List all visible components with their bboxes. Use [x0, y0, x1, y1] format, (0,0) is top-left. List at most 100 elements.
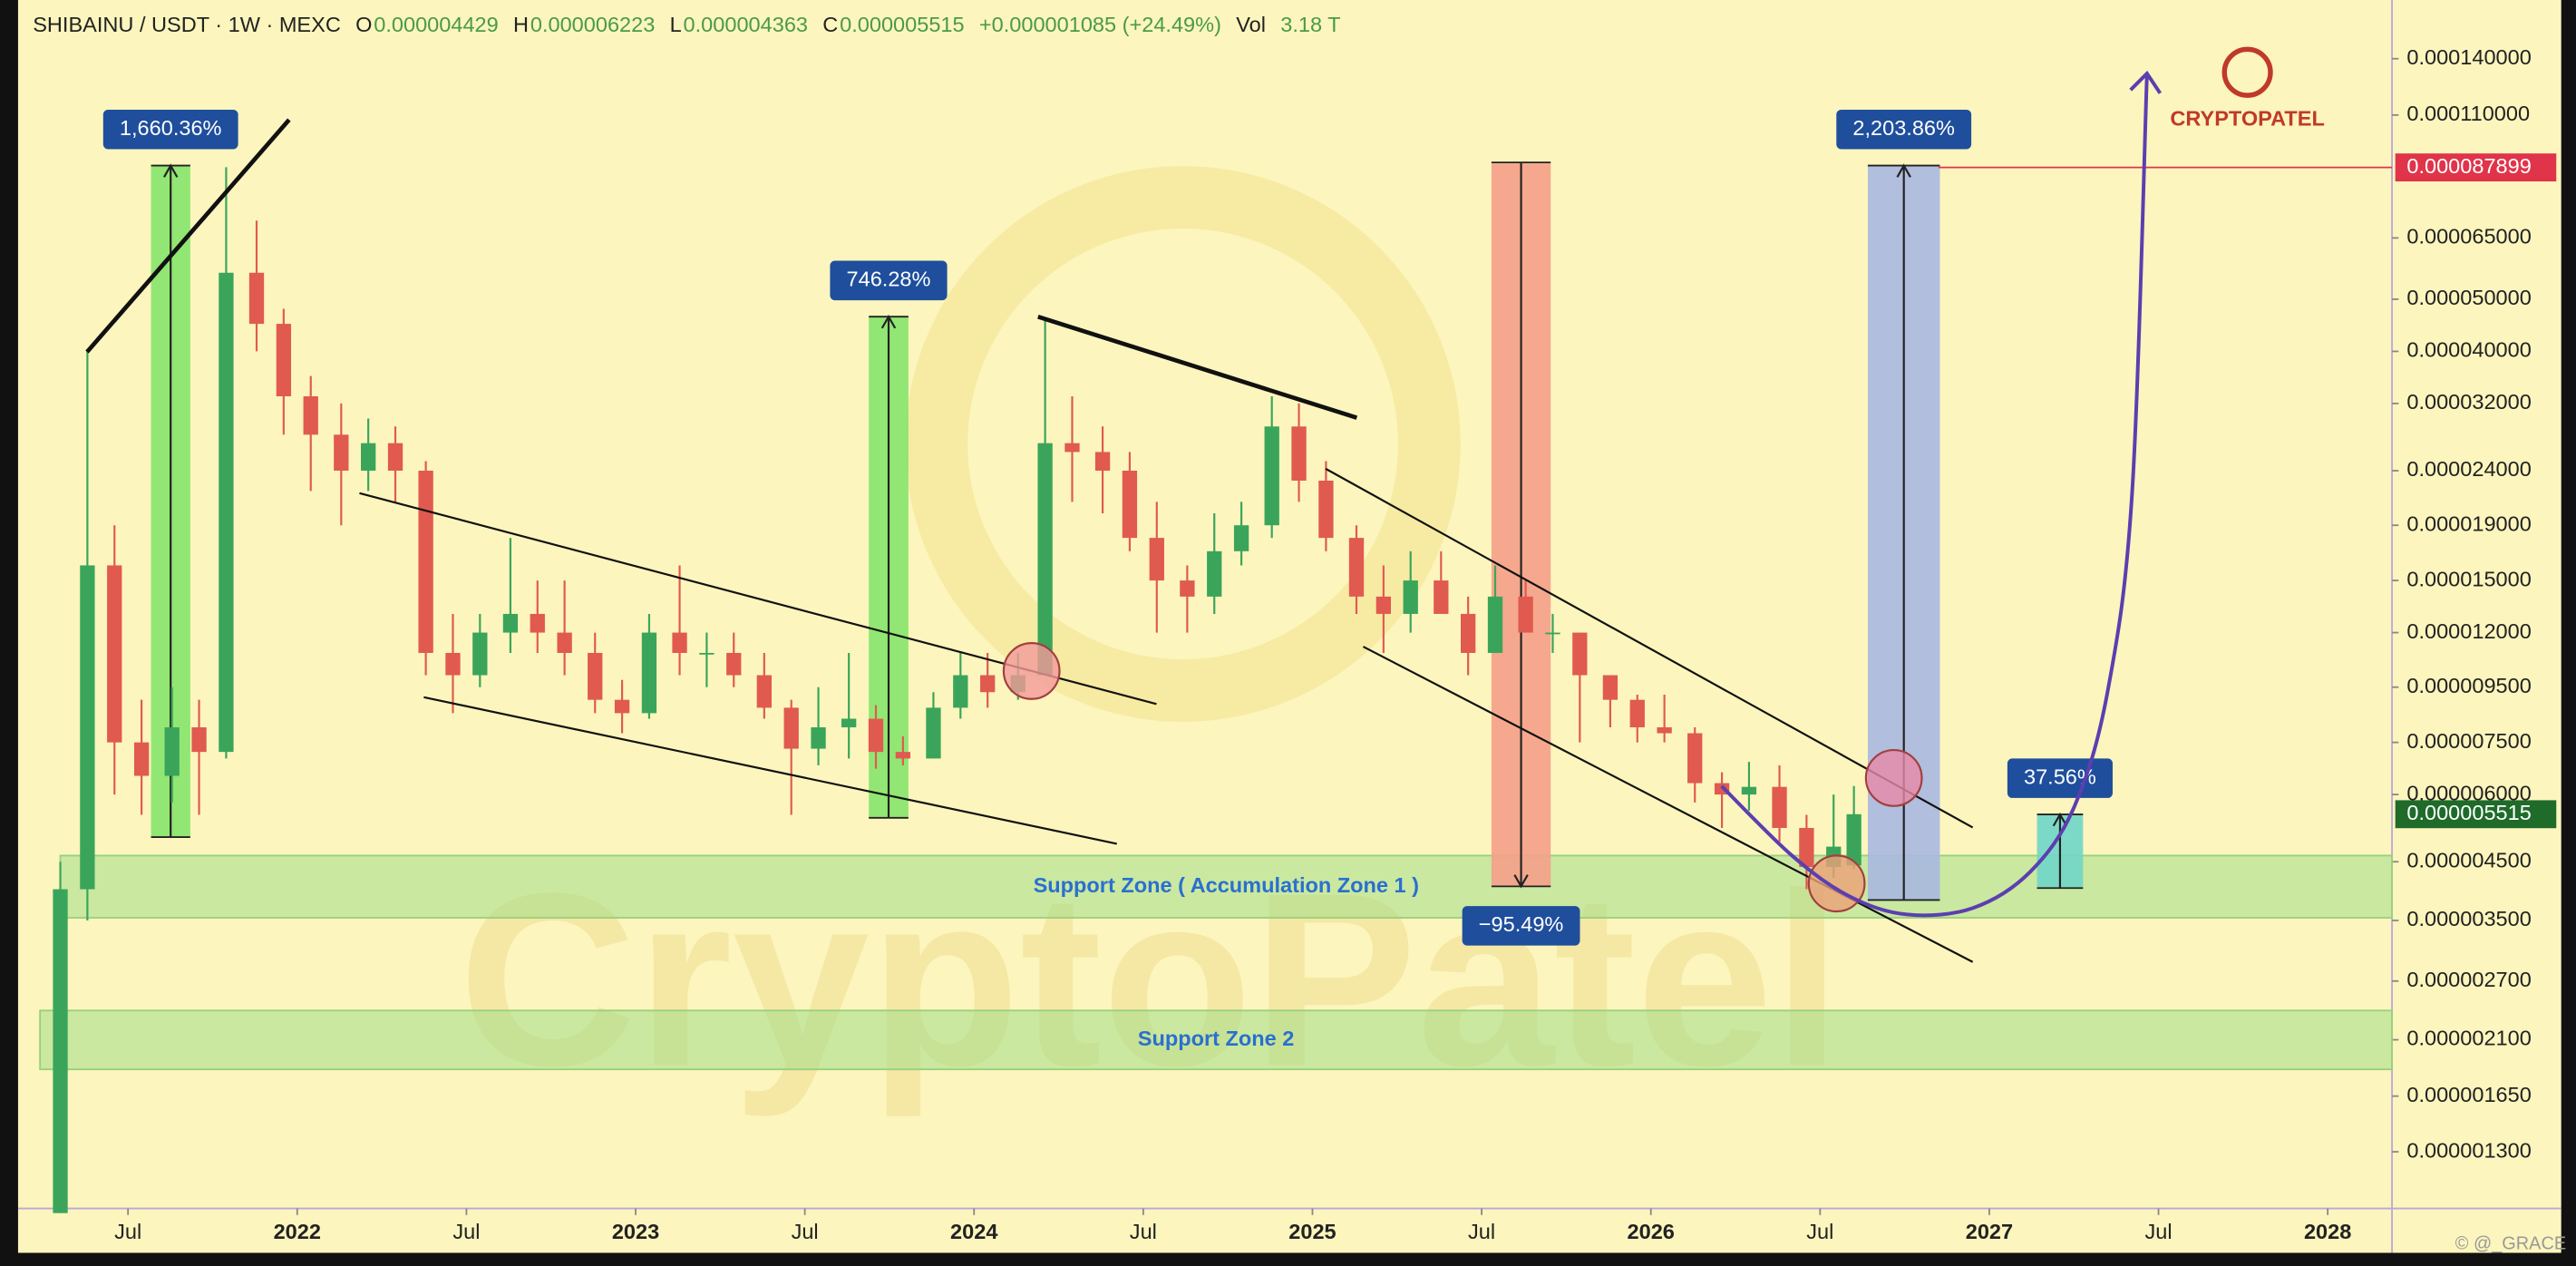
candle-body — [953, 675, 968, 708]
range-label: 2,203.86% — [1852, 116, 1955, 140]
candle-body — [164, 727, 180, 776]
range-label-box — [1462, 906, 1580, 946]
trendline — [1325, 467, 1974, 829]
range-label-box — [830, 260, 948, 301]
range-label: 1,660.36% — [120, 116, 222, 140]
y-tick-label: 0.000024000 — [2406, 457, 2531, 481]
x-tick-label: 2025 — [1288, 1220, 1336, 1243]
range-label: 746.28% — [847, 268, 931, 291]
candle-body — [1233, 525, 1249, 551]
logo-text: CRYPTOPATEL — [2170, 107, 2324, 131]
candle-body — [1403, 580, 1418, 614]
candle-body — [219, 272, 234, 753]
candle-body — [1149, 538, 1164, 581]
x-tick-label: 2028 — [2304, 1220, 2351, 1243]
candle-body — [1741, 786, 1757, 795]
header-item: SHIBAINU / USDT · 1W · MEXC — [33, 13, 341, 36]
candle-body — [1602, 675, 1619, 700]
candle-body — [1487, 596, 1503, 653]
x-tick-label: Jul — [1130, 1220, 1157, 1243]
candle-body — [1772, 786, 1787, 828]
candle-body — [1461, 613, 1476, 653]
price-label: 0.000087899 — [2406, 154, 2531, 178]
candle-body — [1094, 452, 1111, 472]
x-tick-label: Jul — [2144, 1220, 2172, 1243]
candle-body — [1064, 443, 1080, 453]
projection-curve — [1720, 73, 2149, 918]
candle-body — [445, 652, 461, 676]
trendline — [1037, 314, 1358, 420]
candle-body — [334, 434, 349, 472]
y-tick-label: 0.000007500 — [2406, 729, 2531, 753]
candle-body — [1375, 596, 1392, 614]
candle-body — [895, 752, 911, 759]
credit: © @_GRACE — [2455, 1234, 2566, 1254]
candle-body — [868, 718, 884, 753]
y-tick-label: 0.000004500 — [2406, 848, 2531, 872]
candle-body — [726, 652, 742, 676]
support-zone-label: Support Zone 2 — [1138, 1027, 1295, 1050]
x-tick-label: 2026 — [1628, 1220, 1675, 1243]
x-tick-label: 2023 — [612, 1220, 659, 1243]
candle-body — [926, 707, 941, 759]
x-tick-label: 2027 — [1966, 1220, 2013, 1243]
price-label-box — [2395, 800, 2557, 829]
y-tick-label: 0.000019000 — [2406, 511, 2531, 535]
candle-body — [361, 443, 376, 472]
header-item: H — [513, 13, 529, 36]
candle-body — [53, 889, 68, 1213]
candle-body — [1180, 580, 1195, 597]
trendline — [1362, 646, 1974, 963]
x-tick-label: Jul — [1468, 1220, 1495, 1243]
x-tick-label: Jul — [452, 1220, 480, 1243]
y-tick-label: 0.000001300 — [2406, 1138, 2531, 1162]
y-tick-label: 0.000002100 — [2406, 1027, 2531, 1050]
candle-body — [1207, 550, 1222, 597]
watermark-ring — [905, 166, 1461, 722]
candle-body — [614, 699, 630, 714]
highlight-circle — [1002, 642, 1061, 700]
support-zone — [59, 854, 2393, 919]
projection-arrow-head — [2129, 70, 2163, 94]
logo-icon — [2221, 46, 2273, 98]
range-arrow-head — [1896, 163, 1911, 178]
x-tick-label: 2022 — [274, 1220, 321, 1243]
range-label: −95.49% — [1479, 912, 1564, 936]
range-label-box — [1836, 109, 1972, 150]
candle-body — [980, 675, 996, 693]
header-item: 0.000004363 — [684, 13, 808, 36]
candle-body — [756, 675, 772, 708]
x-tick-label: Jul — [792, 1220, 819, 1243]
header-item: O — [355, 13, 372, 36]
x-tick-label: Jul — [1806, 1220, 1833, 1243]
range-arrow-head — [1513, 874, 1529, 889]
header-item: 3.18 T — [1280, 13, 1340, 36]
range-label-box — [102, 109, 238, 150]
candle-body — [80, 565, 95, 890]
y-tick-label: 0.000003500 — [2406, 907, 2531, 930]
candle-body — [276, 324, 292, 396]
candle-body — [1037, 443, 1053, 676]
candle-body — [588, 652, 603, 700]
y-tick-label: 0.000140000 — [2406, 45, 2531, 69]
candle-body — [107, 565, 122, 743]
candle-body — [472, 632, 488, 676]
highlight-circle — [1807, 854, 1866, 913]
candle-body — [1291, 426, 1307, 481]
y-tick-label: 0.000110000 — [2406, 102, 2530, 125]
y-tick-label: 0.000001650 — [2406, 1083, 2531, 1106]
candle-body — [303, 395, 318, 435]
y-tick-label: 0.000065000 — [2406, 225, 2531, 248]
candle-body — [699, 652, 714, 655]
candle-body — [530, 613, 545, 633]
candle-body — [1572, 632, 1588, 676]
y-tick-label: 0.000032000 — [2406, 390, 2531, 414]
candle-body — [502, 613, 519, 633]
y-tick-label: 0.000050000 — [2406, 286, 2531, 309]
header-item: 0.000006223 — [530, 13, 655, 36]
candle-body — [191, 727, 207, 753]
support-zone-label: Support Zone ( Accumulation Zone 1 ) — [1034, 873, 1419, 897]
candle-body — [1545, 632, 1560, 635]
range-arrow-head — [2052, 812, 2068, 827]
